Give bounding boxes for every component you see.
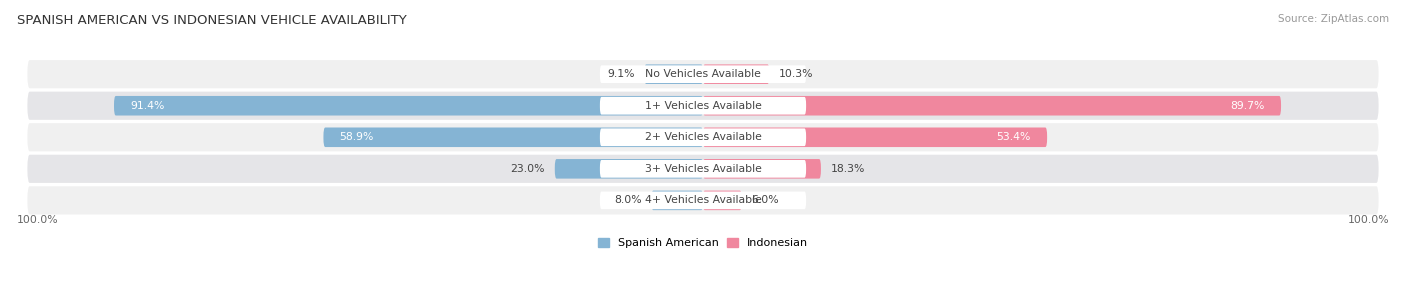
Text: SPANISH AMERICAN VS INDONESIAN VEHICLE AVAILABILITY: SPANISH AMERICAN VS INDONESIAN VEHICLE A… [17, 14, 406, 27]
FancyBboxPatch shape [703, 159, 821, 178]
Text: Source: ZipAtlas.com: Source: ZipAtlas.com [1278, 14, 1389, 24]
FancyBboxPatch shape [114, 96, 703, 116]
Text: 100.0%: 100.0% [17, 215, 58, 225]
FancyBboxPatch shape [600, 192, 806, 209]
Text: 8.0%: 8.0% [614, 195, 641, 205]
FancyBboxPatch shape [323, 128, 703, 147]
FancyBboxPatch shape [644, 64, 703, 84]
Text: 23.0%: 23.0% [510, 164, 546, 174]
FancyBboxPatch shape [27, 185, 1379, 216]
FancyBboxPatch shape [651, 190, 703, 210]
FancyBboxPatch shape [600, 128, 806, 146]
FancyBboxPatch shape [600, 160, 806, 178]
FancyBboxPatch shape [600, 65, 806, 83]
Text: 3+ Vehicles Available: 3+ Vehicles Available [644, 164, 762, 174]
Text: 53.4%: 53.4% [997, 132, 1031, 142]
FancyBboxPatch shape [703, 128, 1047, 147]
FancyBboxPatch shape [27, 154, 1379, 184]
FancyBboxPatch shape [600, 97, 806, 115]
Text: 2+ Vehicles Available: 2+ Vehicles Available [644, 132, 762, 142]
FancyBboxPatch shape [27, 59, 1379, 89]
FancyBboxPatch shape [27, 122, 1379, 152]
Text: No Vehicles Available: No Vehicles Available [645, 69, 761, 79]
FancyBboxPatch shape [555, 159, 703, 178]
FancyBboxPatch shape [703, 96, 1281, 116]
FancyBboxPatch shape [703, 190, 742, 210]
FancyBboxPatch shape [703, 64, 769, 84]
Text: 58.9%: 58.9% [340, 132, 374, 142]
Text: 9.1%: 9.1% [607, 69, 634, 79]
Text: 10.3%: 10.3% [779, 69, 814, 79]
Text: 100.0%: 100.0% [1348, 215, 1389, 225]
Text: 1+ Vehicles Available: 1+ Vehicles Available [644, 101, 762, 111]
FancyBboxPatch shape [27, 91, 1379, 121]
Text: 91.4%: 91.4% [131, 101, 165, 111]
Text: 89.7%: 89.7% [1230, 101, 1265, 111]
Legend: Spanish American, Indonesian: Spanish American, Indonesian [598, 238, 808, 249]
Text: 6.0%: 6.0% [751, 195, 779, 205]
Text: 18.3%: 18.3% [831, 164, 865, 174]
Text: 4+ Vehicles Available: 4+ Vehicles Available [644, 195, 762, 205]
